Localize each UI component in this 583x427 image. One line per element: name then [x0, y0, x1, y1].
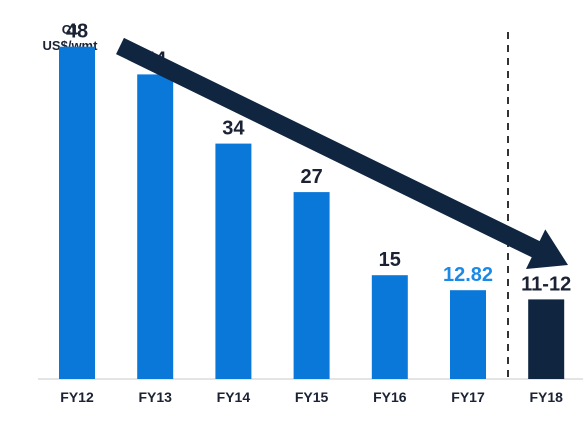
- tick-label-fy14: FY14: [217, 389, 251, 405]
- unit-label-line-1: C1: [62, 22, 79, 37]
- tick-label-fy16: FY16: [373, 389, 407, 405]
- bar-fy14: [215, 143, 252, 379]
- trend-arrow-shaft: [116, 37, 542, 259]
- value-label-fy17: 12.82: [443, 264, 493, 286]
- bar-fy12: [59, 46, 95, 379]
- bar-fy17: [450, 290, 486, 379]
- bar-fy13: [137, 74, 174, 380]
- value-label-fy18: 11-12: [521, 273, 571, 295]
- bar-fy16: [371, 275, 408, 379]
- value-label-fy15: 27: [300, 166, 322, 188]
- bar-fy15: [293, 192, 330, 379]
- value-label-fy16: 15: [379, 249, 401, 271]
- tick-label-fy12: FY12: [60, 389, 94, 405]
- value-label-fy14: 34: [222, 118, 245, 140]
- bar-fy18: [528, 299, 565, 379]
- value-label-fy12: 48: [66, 21, 88, 43]
- bars: [59, 46, 565, 380]
- trend-arrow-icon: [116, 37, 568, 269]
- trend-arrow-head: [526, 229, 568, 269]
- tick-label-fy18: FY18: [529, 389, 563, 405]
- tick-label-fy17: FY17: [451, 389, 485, 405]
- tick-label-fy13: FY13: [138, 389, 172, 405]
- x-axis-tick-labels: FY12 FY13 FY14 FY15 FY16 FY17 FY18: [60, 389, 563, 405]
- tick-label-fy15: FY15: [295, 389, 329, 405]
